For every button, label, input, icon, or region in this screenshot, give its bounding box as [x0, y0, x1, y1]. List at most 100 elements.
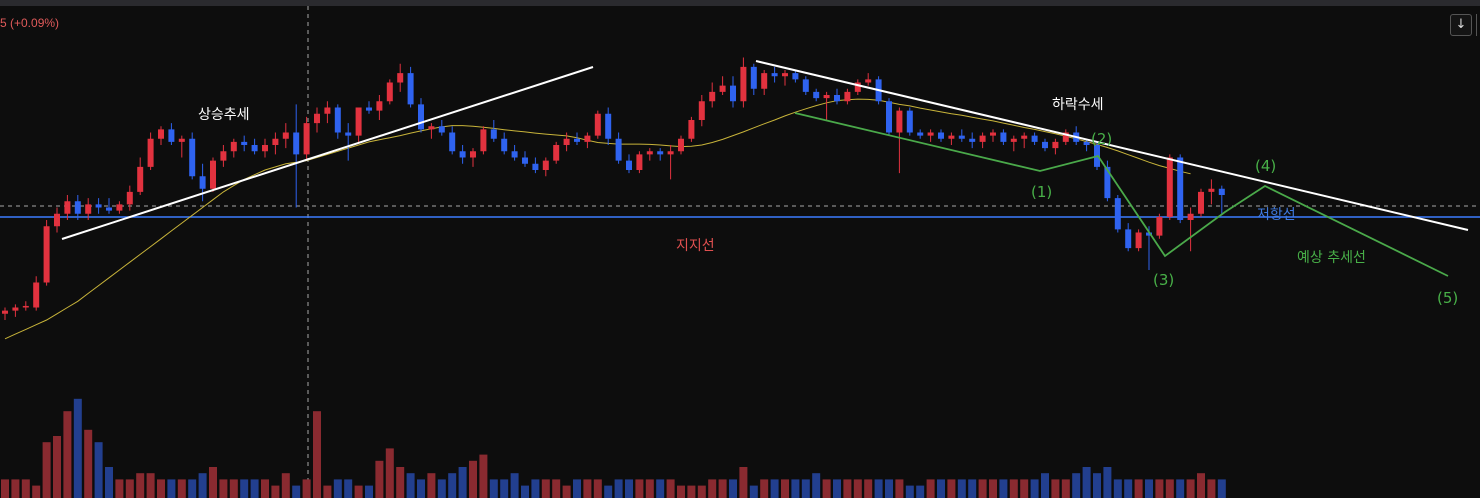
candle-up	[480, 129, 487, 152]
candle-down	[1042, 141, 1048, 149]
volume-bar	[229, 479, 238, 498]
volume-bar	[385, 448, 394, 498]
volume-bar	[625, 479, 633, 498]
volume-bar	[1145, 479, 1153, 498]
candle-down	[750, 66, 757, 89]
volume-bar	[905, 485, 914, 498]
candle-up	[584, 135, 591, 142]
volume-bar	[687, 485, 696, 498]
volume-bar	[895, 479, 904, 498]
candle-up	[740, 66, 747, 102]
volume-bar	[614, 479, 623, 498]
resistance-label: 저항선	[1257, 207, 1296, 223]
volume-bar	[562, 485, 571, 498]
candle-up	[823, 95, 830, 99]
candle-up	[137, 166, 144, 192]
volume-bar	[635, 479, 644, 498]
volume-bar	[541, 479, 550, 498]
candle-up	[1010, 138, 1017, 142]
candle-up	[709, 91, 716, 102]
candle-down	[1177, 157, 1184, 220]
volume-bar	[1082, 467, 1091, 498]
volume-bar	[708, 479, 717, 498]
volume-bar	[573, 479, 581, 498]
volume-bar	[801, 479, 810, 498]
candle-down	[938, 132, 944, 139]
volume-bar	[510, 473, 519, 498]
volume-bar	[32, 485, 41, 498]
candle-up	[646, 151, 653, 155]
volume-bar	[604, 485, 613, 498]
candle-down	[626, 160, 632, 170]
volume-bar	[219, 479, 228, 498]
candle-down	[1218, 188, 1225, 195]
candle-up	[979, 135, 986, 142]
candle-up	[85, 204, 92, 214]
candle-down	[813, 91, 820, 99]
wave-1-label: (1)	[1031, 183, 1052, 201]
candle-up	[1166, 157, 1173, 217]
candle-up	[553, 145, 560, 161]
volume-bar	[1186, 479, 1195, 498]
volume-bar	[1155, 479, 1164, 498]
candle-up	[386, 82, 393, 102]
volume-bar	[1197, 473, 1205, 498]
volume-bar	[146, 473, 155, 498]
volume-bar	[552, 479, 561, 498]
candle-down	[106, 207, 112, 211]
candle-down	[511, 151, 518, 158]
volume-bar	[333, 479, 342, 498]
candle-up	[1208, 188, 1215, 192]
candle-up	[927, 132, 934, 136]
volume-bar	[84, 429, 93, 498]
candle-up	[147, 138, 154, 167]
wave-2-label: (2)	[1091, 130, 1112, 148]
volume-bar	[645, 479, 654, 498]
volume-bar	[375, 460, 384, 498]
candle-up	[1198, 191, 1204, 214]
candle-down	[449, 132, 456, 152]
candle-down	[1114, 198, 1121, 230]
candle-down	[792, 73, 799, 80]
top-toolbar-strip	[0, 0, 1480, 6]
candle-up	[220, 151, 227, 161]
candle-down	[917, 132, 924, 136]
volume-bar	[1207, 479, 1216, 498]
candle-up	[1021, 135, 1028, 139]
candle-up	[126, 191, 133, 205]
downtrend-label: 하락수세	[1052, 97, 1104, 113]
volume-bar	[458, 467, 467, 498]
wave-4-label: (4)	[1255, 157, 1276, 175]
volume-bar	[937, 479, 945, 498]
candle-up	[303, 123, 310, 155]
volume-bar	[292, 485, 301, 498]
candle-up	[22, 305, 29, 308]
candle-down	[199, 176, 206, 189]
downtrend-line	[755, 60, 1469, 231]
volume-bar	[947, 479, 956, 498]
volume-bar	[115, 479, 124, 498]
candle-down	[958, 135, 965, 139]
volume-bar	[489, 479, 498, 498]
candle-down	[490, 129, 497, 139]
candle-up	[1187, 213, 1194, 220]
volume-bar	[437, 479, 446, 498]
candle-up	[1156, 216, 1163, 236]
volume-bar	[1041, 473, 1049, 498]
candle-up	[1052, 141, 1059, 149]
candle-up	[12, 307, 19, 311]
candle-down	[95, 204, 102, 208]
uptrend-label: 상승추세	[198, 107, 250, 123]
volume-bar	[739, 467, 748, 498]
volume-bar	[583, 479, 592, 498]
uptrend-line	[61, 66, 594, 240]
candle-down	[802, 79, 809, 92]
candle-up	[33, 282, 40, 308]
candle-up	[116, 204, 123, 211]
volume-bar	[313, 411, 321, 498]
candle-up	[158, 129, 164, 139]
scroll-to-latest-button[interactable]: ↓	[1450, 14, 1472, 36]
candle-up	[272, 138, 279, 145]
volume-bar	[770, 479, 779, 498]
